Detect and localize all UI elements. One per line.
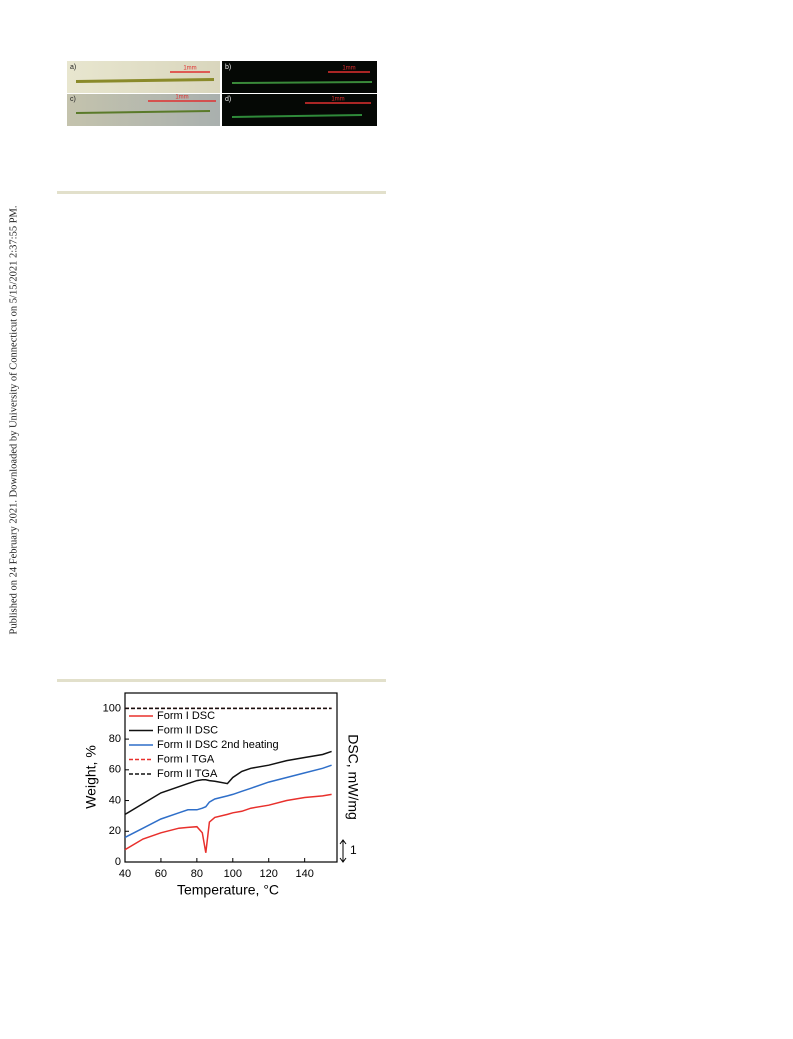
x-tick-label: 140	[295, 868, 313, 880]
y2-axis-title: DSC, mW/mg	[345, 734, 361, 820]
crystal	[76, 78, 214, 83]
x-tick-label: 80	[191, 868, 203, 880]
crystal	[232, 114, 362, 118]
photo-d	[222, 94, 377, 126]
photo-a	[67, 61, 220, 93]
y-tick-label: 40	[109, 794, 121, 806]
y-tick-label: 0	[115, 856, 121, 868]
crystal	[232, 81, 372, 84]
legend-label: Form I TGA	[157, 753, 215, 765]
x-tick-label: 60	[155, 868, 167, 880]
legend-label: Form I DSC	[157, 710, 215, 722]
panel-label: c)	[70, 96, 76, 103]
panel-label: b)	[225, 64, 231, 71]
x-tick-label: 120	[260, 868, 278, 880]
side-note: Published on 24 February 2021. Downloade…	[8, 205, 19, 634]
x-axis-title: Temperature, °C	[177, 882, 279, 898]
legend-label: Form II DSC	[157, 724, 218, 736]
series-line	[124, 750, 332, 816]
x-tick-label: 40	[119, 868, 131, 880]
crystal	[76, 110, 210, 114]
y-tick-label: 80	[109, 733, 121, 745]
scale-arrows	[339, 839, 347, 863]
panel-label: a)	[70, 64, 76, 71]
photo-b	[222, 61, 377, 93]
legend-label: Form II DSC 2nd heating	[157, 739, 279, 751]
series-line	[124, 793, 332, 853]
plot-frame	[124, 692, 338, 863]
photo-panels: a) b) c) d) 1mm 1mm 1mm 1mm	[67, 61, 377, 126]
scale-label: 1mm	[183, 66, 196, 72]
chart: Temperature, °C Weight, % DSC, mW/mg 1 0…	[83, 692, 361, 898]
y-axis-title: Weight, %	[83, 745, 99, 809]
y-tick-label: 20	[109, 825, 121, 837]
rule	[57, 191, 386, 194]
rule	[57, 679, 386, 682]
legend-label: Form II TGA	[157, 768, 218, 780]
photo-c	[67, 94, 220, 126]
y-tick-label: 60	[109, 764, 121, 776]
panel-label: d)	[225, 96, 231, 103]
x-tick-label: 100	[224, 868, 242, 880]
scale-label: 1mm	[175, 95, 188, 101]
series-line	[124, 764, 332, 839]
scale-label: 1	[350, 843, 357, 857]
scale-label: 1mm	[342, 66, 355, 72]
scale-label: 1mm	[331, 97, 344, 103]
y-tick-label: 100	[103, 702, 121, 714]
